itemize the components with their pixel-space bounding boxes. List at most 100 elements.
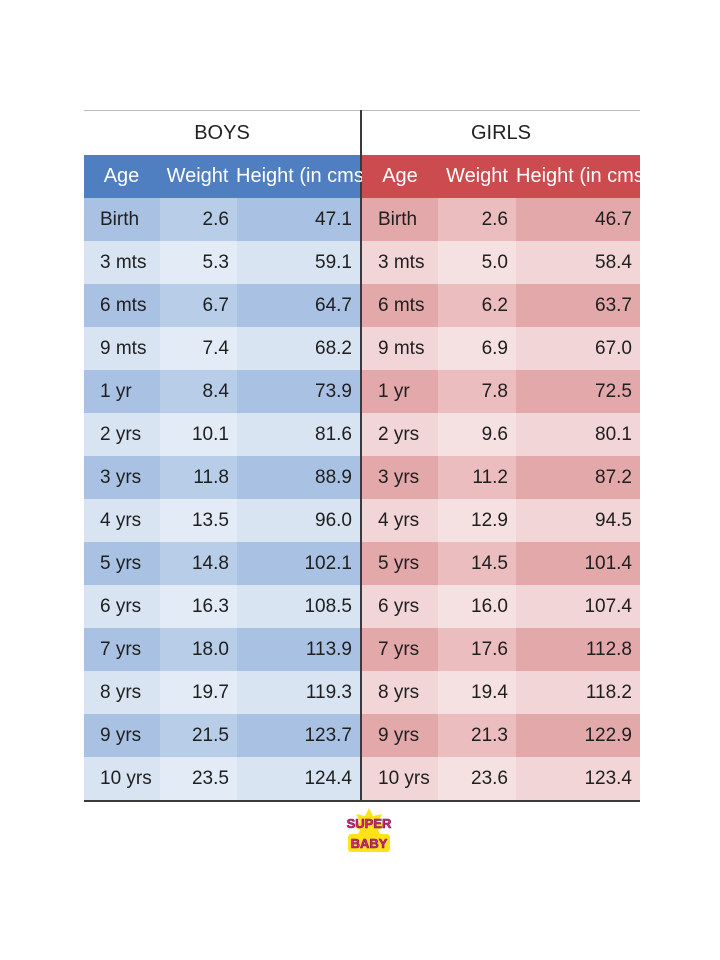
table-row: 3 mts 5.0 58.4 <box>362 241 640 284</box>
boys-weight-cell: 13.5 <box>159 499 237 542</box>
boys-height-cell: 59.1 <box>236 241 360 284</box>
boys-height-cell: 96.0 <box>236 499 360 542</box>
girls-weight-cell: 23.6 <box>438 757 516 800</box>
table-row: 3 yrs 11.8 88.9 <box>84 456 360 499</box>
girls-age-cell: 6 yrs <box>362 585 438 628</box>
girls-age-cell: 2 yrs <box>362 413 438 456</box>
boys-age-cell: 6 yrs <box>84 585 160 628</box>
table-row: 3 mts 5.3 59.1 <box>84 241 360 284</box>
girls-age-cell: 6 mts <box>362 284 438 327</box>
girls-weight-cell: 14.5 <box>438 542 516 585</box>
table-row: 4 yrs 12.9 94.5 <box>362 499 640 542</box>
girls-age-header: Age <box>382 165 418 187</box>
girls-weight-cell: 12.9 <box>438 499 516 542</box>
girls-age-cell: Birth <box>362 198 438 241</box>
girls-section: GIRLS Age Weight Height (in cms) Birth 2.… <box>362 110 651 800</box>
table-row: 8 yrs 19.4 118.2 <box>362 671 640 714</box>
boys-age-cell: 9 mts <box>84 327 160 370</box>
superbaby-logo-icon: SUPER BABY <box>336 806 402 858</box>
girls-height-cell: 107.4 <box>516 585 640 628</box>
girls-age-cell: 9 yrs <box>362 714 438 757</box>
boys-height-cell: 88.9 <box>236 456 360 499</box>
table-row: 1 yr 8.4 73.9 <box>84 370 360 413</box>
boys-age-header: Age <box>103 165 140 187</box>
girls-age-cell: 7 yrs <box>362 628 438 671</box>
boys-weight-cell: 23.5 <box>159 757 237 800</box>
girls-weight-header: Weight <box>446 165 508 187</box>
boys-age-cell: 4 yrs <box>84 499 160 542</box>
growth-chart-table: BOYS Age Weight Height (in cms) Birth 2.6… <box>84 110 651 802</box>
girls-age-cell: 9 mts <box>362 327 438 370</box>
logo-text-top: SUPER <box>347 816 392 831</box>
boys-height-cell: 64.7 <box>236 284 360 327</box>
boys-height-cell: 123.7 <box>236 714 360 757</box>
boys-height-cell: 73.9 <box>236 370 360 413</box>
table-row: 8 yrs 19.7 119.3 <box>84 671 360 714</box>
boys-weight-cell: 6.7 <box>159 284 237 327</box>
girls-height-cell: 67.0 <box>516 327 640 370</box>
girls-weight-cell: 9.6 <box>438 413 516 456</box>
girls-height-cell: 80.1 <box>516 413 640 456</box>
boys-age-cell: 10 yrs <box>84 757 160 800</box>
boys-weight-header: Weight <box>166 165 229 187</box>
girls-age-cell: 5 yrs <box>362 542 438 585</box>
boys-section: BOYS Age Weight Height (in cms) Birth 2.6… <box>84 110 371 800</box>
table-row: 10 yrs 23.6 123.4 <box>362 757 640 800</box>
girls-rows: Birth 2.6 46.7 3 mts 5.0 58.4 6 mts 6.2 63.7 9 mt… <box>362 198 640 800</box>
girls-age-cell: 1 yr <box>362 370 438 413</box>
boys-age-cell: 3 yrs <box>84 456 160 499</box>
table-row: 5 yrs 14.5 101.4 <box>362 542 640 585</box>
girls-weight-cell: 6.9 <box>438 327 516 370</box>
table-row: 3 yrs 11.2 87.2 <box>362 456 640 499</box>
girls-weight-cell: 11.2 <box>438 456 516 499</box>
girls-height-cell: 58.4 <box>516 241 640 284</box>
boys-weight-cell: 21.5 <box>159 714 237 757</box>
boys-weight-cell: 8.4 <box>159 370 237 413</box>
girls-height-cell: 101.4 <box>516 542 640 585</box>
table-row: 6 mts 6.7 64.7 <box>84 284 360 327</box>
girls-age-cell: 4 yrs <box>362 499 438 542</box>
girls-age-cell: 8 yrs <box>362 671 438 714</box>
girls-weight-cell: 7.8 <box>438 370 516 413</box>
boys-height-cell: 81.6 <box>236 413 360 456</box>
boys-age-cell: Birth <box>84 198 160 241</box>
table-row: Birth 2.6 47.1 <box>84 198 360 241</box>
girls-height-cell: 72.5 <box>516 370 640 413</box>
table-row: 6 yrs 16.3 108.5 <box>84 585 360 628</box>
girls-weight-cell: 21.3 <box>438 714 516 757</box>
table-row: 2 yrs 10.1 81.6 <box>84 413 360 456</box>
table-row: Birth 2.6 46.7 <box>362 198 640 241</box>
table-row: 6 mts 6.2 63.7 <box>362 284 640 327</box>
boys-rows: Birth 2.6 47.1 3 mts 5.3 59.1 6 mts 6.7 64.7 9 mt… <box>84 198 360 800</box>
boys-header-row: Age Weight Height (in cms) <box>84 155 371 198</box>
boys-weight-cell: 11.8 <box>159 456 237 499</box>
boys-weight-cell: 7.4 <box>159 327 237 370</box>
girls-height-cell: 118.2 <box>516 671 640 714</box>
girls-height-cell: 63.7 <box>516 284 640 327</box>
table-row: 2 yrs 9.6 80.1 <box>362 413 640 456</box>
girls-weight-cell: 16.0 <box>438 585 516 628</box>
table-row: 9 mts 6.9 67.0 <box>362 327 640 370</box>
girls-age-cell: 3 mts <box>362 241 438 284</box>
boys-age-cell: 6 mts <box>84 284 160 327</box>
boys-height-cell: 124.4 <box>236 757 360 800</box>
girls-weight-cell: 2.6 <box>438 198 516 241</box>
table-row: 5 yrs 14.8 102.1 <box>84 542 360 585</box>
boys-age-cell: 7 yrs <box>84 628 160 671</box>
boys-weight-cell: 19.7 <box>159 671 237 714</box>
boys-age-cell: 2 yrs <box>84 413 160 456</box>
girls-height-cell: 87.2 <box>516 456 640 499</box>
boys-weight-cell: 14.8 <box>159 542 237 585</box>
girls-height-header: Height (in cms) <box>516 165 651 187</box>
boys-age-cell: 5 yrs <box>84 542 160 585</box>
boys-height-cell: 119.3 <box>236 671 360 714</box>
girls-height-cell: 123.4 <box>516 757 640 800</box>
boys-weight-cell: 2.6 <box>159 198 237 241</box>
table-row: 1 yr 7.8 72.5 <box>362 370 640 413</box>
girls-weight-cell: 5.0 <box>438 241 516 284</box>
table-row: 9 yrs 21.5 123.7 <box>84 714 360 757</box>
girls-height-cell: 122.9 <box>516 714 640 757</box>
table-row: 10 yrs 23.5 124.4 <box>84 757 360 800</box>
boys-height-cell: 113.9 <box>236 628 360 671</box>
boys-height-header: Height (in cms) <box>236 165 371 187</box>
